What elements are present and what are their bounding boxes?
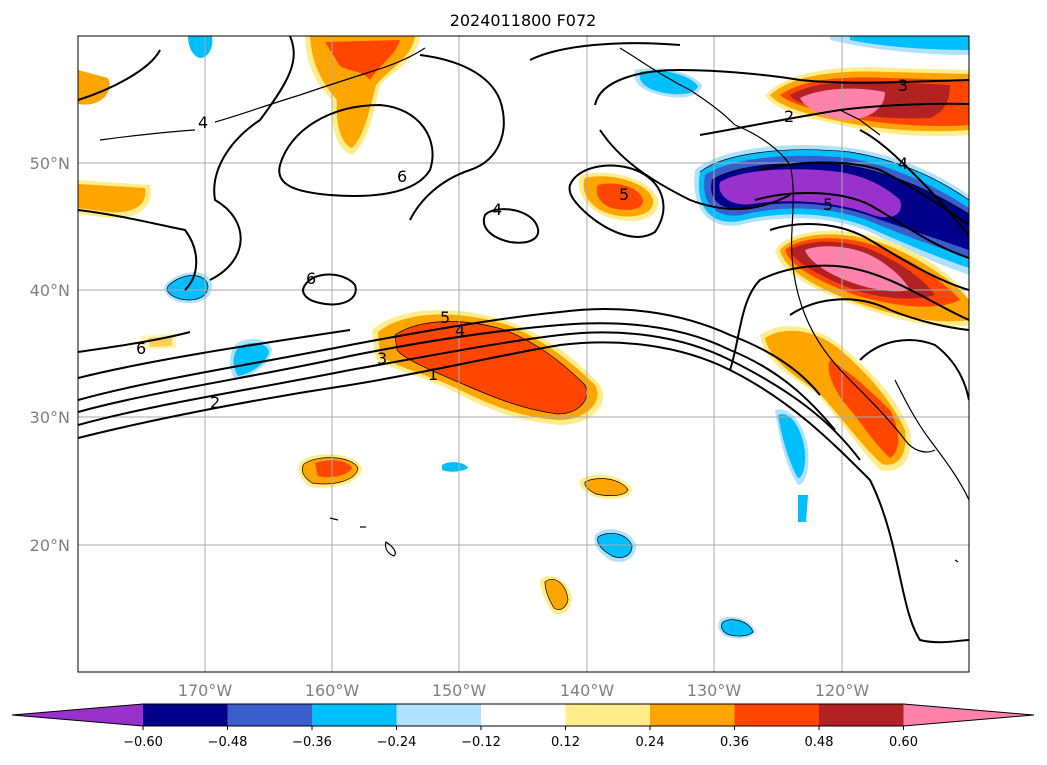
map-frame xyxy=(77,35,970,673)
lon-label-170w: 170°W xyxy=(178,681,233,700)
colorbar-segment xyxy=(650,704,735,726)
contour-label: 2 xyxy=(784,107,794,126)
contour-label: 3 xyxy=(898,76,908,95)
colorbar-segment xyxy=(734,704,820,726)
contour-label: 4 xyxy=(898,154,908,173)
contour-label: 4 xyxy=(198,113,208,132)
contour-lines xyxy=(78,36,969,644)
lat-label-20n: 20°N xyxy=(30,536,70,555)
contour-label: 5 xyxy=(823,195,833,214)
colorbar-tick-label: −0.12 xyxy=(461,735,501,750)
colorbar: −0.60 −0.48 −0.36 −0.24 −0.12 0.12 0.24 0.36 0.4… xyxy=(11,703,1035,750)
colorbar-extend-min xyxy=(12,704,143,726)
coastlines xyxy=(99,47,969,563)
lon-label-130w: 130°W xyxy=(687,681,742,700)
latitude-labels: 50°N 40°N 30°N 20°N xyxy=(30,154,70,555)
colorbar-extend-max xyxy=(903,704,1034,726)
colorbar-tick-label: −0.60 xyxy=(123,735,163,750)
colorbar-segment xyxy=(227,704,313,726)
colorbar-segment xyxy=(143,704,228,726)
lat-label-40n: 40°N xyxy=(30,281,70,300)
contour-label: 5 xyxy=(619,185,629,204)
lon-label-140w: 140°W xyxy=(560,681,615,700)
contour-label: 4 xyxy=(492,200,502,219)
colorbar-tick-label: 0.36 xyxy=(720,735,749,750)
contour-label: 2 xyxy=(210,393,220,412)
contour-label: 6 xyxy=(397,167,407,186)
colorbar-tick-label: −0.36 xyxy=(292,735,332,750)
contour-label: 6 xyxy=(136,339,146,358)
contour-label-group: 6 4 6 4 6 5 5 4 3 1 2 3 2 4 5 xyxy=(136,76,908,412)
colorbar-tick-label: −0.24 xyxy=(377,735,417,750)
lon-label-120w: 120°W xyxy=(815,681,870,700)
colorbar-segment xyxy=(396,704,482,726)
colorbar-tick-label: −0.48 xyxy=(208,735,248,750)
lat-label-50n: 50°N xyxy=(30,154,70,173)
longitude-labels: 170°W 160°W 150°W 140°W 130°W 120°W xyxy=(178,681,870,700)
contour-label: 1 xyxy=(428,365,438,384)
colorbar-tick-label: 0.60 xyxy=(889,735,918,750)
colorbar-tick-label: 0.24 xyxy=(636,735,665,750)
map-area: 6 4 6 4 6 5 5 4 3 1 2 3 2 4 5 xyxy=(78,36,969,672)
lat-label-30n: 30°N xyxy=(30,408,70,427)
colorbar-tick-label: 0.48 xyxy=(805,735,834,750)
contour-label: 4 xyxy=(455,321,465,340)
colorbar-segment xyxy=(819,704,904,726)
map-title: 2024011800 F072 xyxy=(450,11,597,30)
contour-label: 6 xyxy=(306,269,316,288)
colorbar-segment xyxy=(312,704,397,726)
contour-label: 5 xyxy=(440,308,450,327)
colorbar-tick-label: 0.12 xyxy=(551,735,580,750)
colorbar-segment xyxy=(565,704,651,726)
lon-label-150w: 150°W xyxy=(432,681,487,700)
colorbar-segment xyxy=(481,704,566,726)
lon-label-160w: 160°W xyxy=(305,681,360,700)
contour-label: 3 xyxy=(377,349,387,368)
